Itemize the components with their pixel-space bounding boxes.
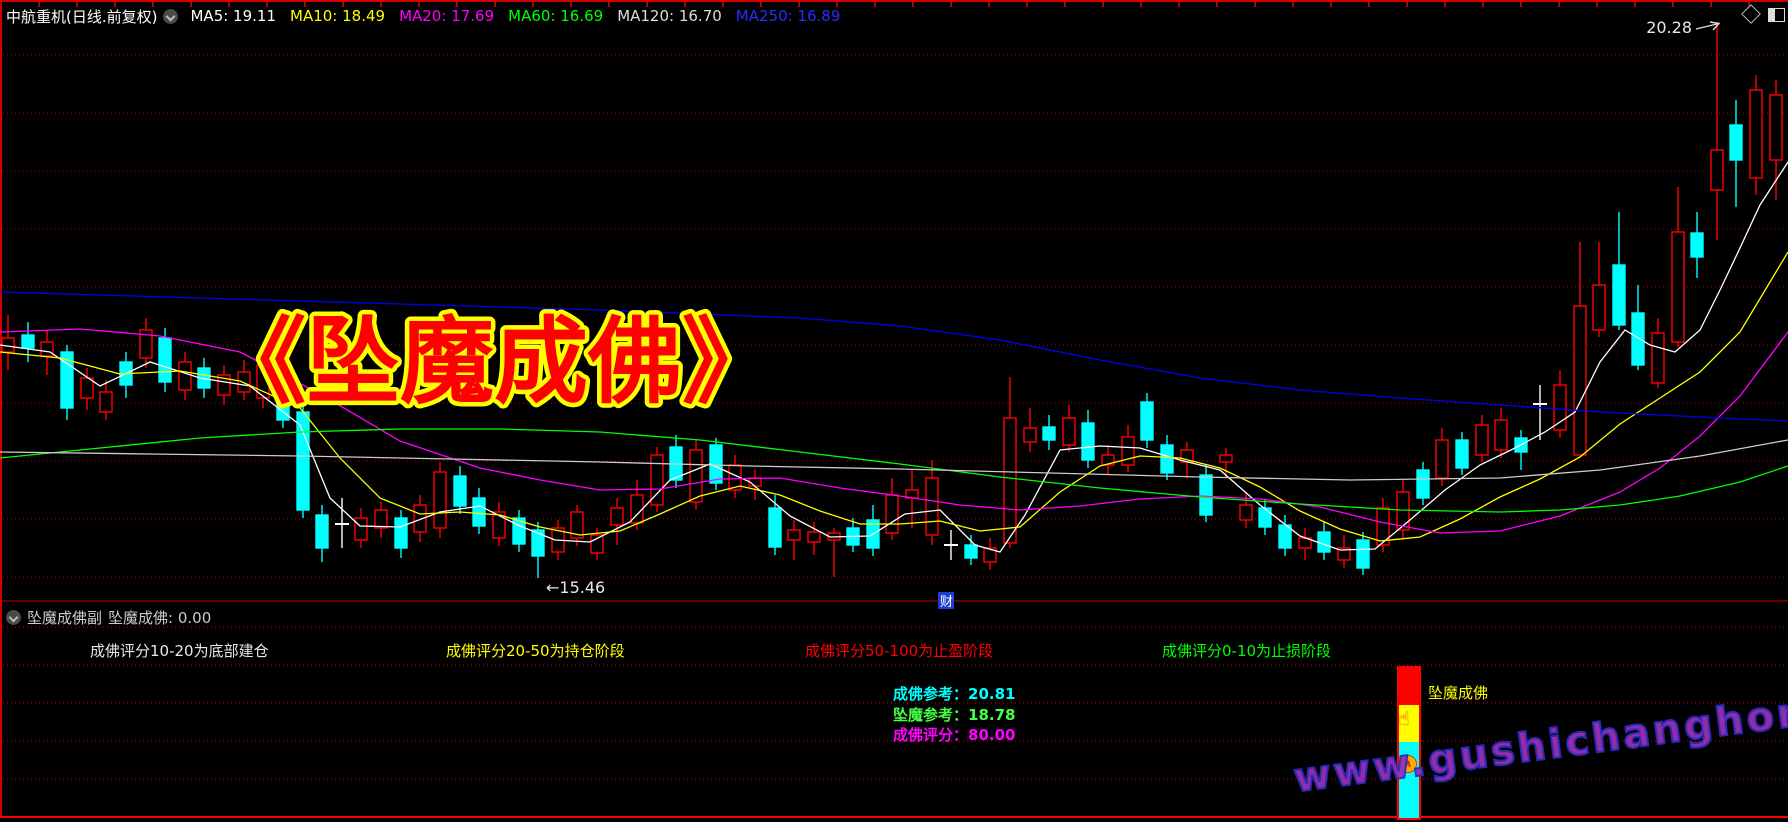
gridlines: [0, 54, 1788, 780]
split-panel-icon[interactable]: [1768, 8, 1785, 22]
ma-line-ma250: [0, 291, 1788, 422]
ma-header-item-5: MA250: 16.89: [735, 7, 841, 25]
low-price-label: ←15.46: [546, 578, 605, 597]
stage-hint-0: 成佛评分10-20为底部建仓: [90, 642, 269, 660]
circle-up-arrow-icon: ∧: [1399, 755, 1417, 773]
indicator-value: 坠魔成佛: 0.00: [108, 609, 212, 627]
window-border-bottom: [0, 816, 1788, 818]
ma-header-item-3: MA60: 16.69: [508, 7, 604, 25]
symbol-title: 中航重机(日线.前复权): [6, 7, 158, 26]
ma-value-list: MA5: 19.11 MA10: 18.49 MA20: 17.69 MA60: 16…: [190, 7, 840, 25]
ma-header-item-4: MA120: 16.70: [617, 7, 722, 25]
window-border-top: [0, 0, 1788, 2]
ma-line-ma20: [0, 328, 1788, 534]
ref-value-1: 坠魔参考：18.78: [893, 706, 1016, 724]
score-bar-segment-0: [1399, 668, 1419, 705]
stage-hint-1: 成佛评分20-50为持仓阶段: [446, 642, 625, 660]
date-axis-ticks: [2, 2, 1786, 7]
ma-header-item-0: MA5: 19.11: [190, 7, 276, 25]
score-bar-segment-1: [1399, 705, 1419, 742]
financial-report-marker: [938, 592, 954, 609]
ma-header-item-1: MA10: 18.49: [290, 7, 386, 25]
ma-line-ma60: [0, 428, 1788, 513]
ma-header-item-2: MA20: 17.69: [399, 7, 495, 25]
stage-hint-3: 成佛评分0-10为止损阶段: [1162, 642, 1332, 660]
high-price-label: 20.28: [1646, 18, 1692, 37]
overlay-title: 《坠魔成佛》: [212, 308, 776, 417]
ma-lines: [0, 161, 1788, 553]
svg-text:财: 财: [940, 595, 953, 610]
ma-line-ma10: [0, 251, 1788, 542]
chart-annotations: 20.28 ←15.46 财: [546, 18, 1721, 610]
ref-value-2: 成佛评分：80.00: [893, 726, 1016, 744]
window-border-left: [0, 0, 2, 818]
hand-up-icon: ☝: [1398, 708, 1410, 730]
stage-hint-2: 成佛评分50-100为止盈阶段: [805, 642, 994, 660]
ma-line-ma120: [0, 439, 1788, 481]
ma-line-ma5: [0, 161, 1788, 553]
chevron-down-icon[interactable]: [6, 610, 21, 625]
chart-header: 中航重机(日线.前复权) MA5: 19.11 MA10: 18.49 MA20: …: [6, 6, 840, 26]
indicator-header: 坠魔成佛副 坠魔成佛: 0.00: [6, 607, 211, 628]
candles: [1, 22, 1783, 578]
score-bar-legend: 坠魔成佛: [1428, 684, 1489, 702]
ref-value-0: 成佛参考：20.81: [893, 685, 1016, 703]
chevron-down-icon[interactable]: [163, 8, 179, 24]
indicator-name: 坠魔成佛副: [27, 609, 103, 627]
